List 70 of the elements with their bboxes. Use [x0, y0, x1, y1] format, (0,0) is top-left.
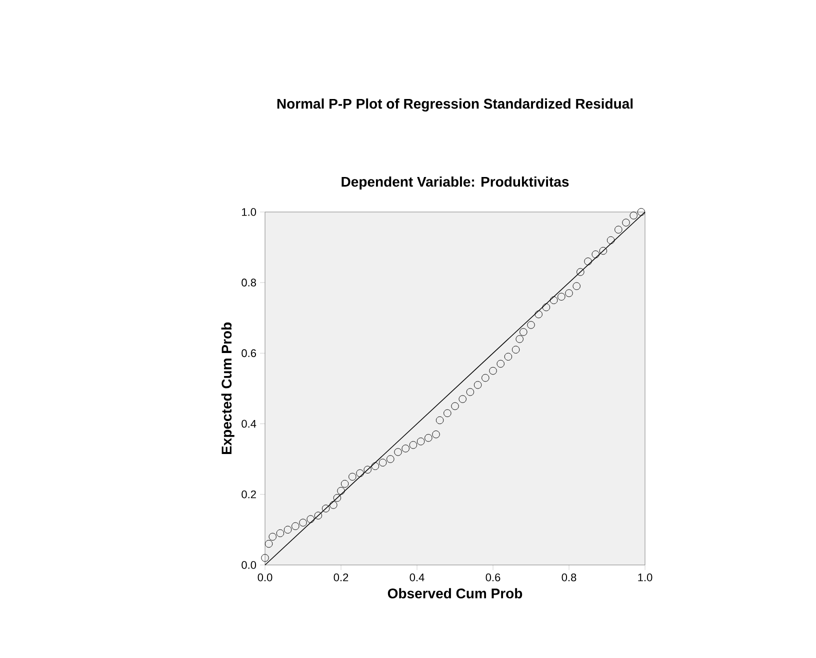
point: [276, 529, 284, 538]
point: [378, 458, 387, 466]
y-tick-label: 1.0: [242, 208, 256, 216]
point: [322, 504, 330, 512]
point: [261, 554, 269, 562]
point: [466, 388, 474, 396]
point: [284, 526, 292, 534]
point: [496, 360, 504, 368]
point: [527, 321, 535, 329]
point: [371, 462, 380, 470]
point: [451, 402, 459, 410]
point: [565, 289, 573, 298]
point: [572, 282, 580, 290]
x-tick-label: 0.8: [562, 574, 576, 582]
point: [264, 540, 273, 548]
point: [314, 512, 322, 520]
point: [394, 448, 402, 456]
point: [436, 416, 444, 424]
point: [330, 501, 338, 509]
point: [504, 352, 512, 361]
point: [512, 346, 520, 354]
x-tick-label: 0.6: [486, 574, 500, 582]
point: [622, 218, 630, 226]
point: [444, 409, 452, 418]
point: [516, 335, 524, 343]
point: [386, 455, 394, 463]
point: [402, 444, 410, 452]
point: [520, 328, 528, 336]
point: [474, 381, 482, 389]
point: [599, 246, 608, 255]
point: [268, 532, 276, 541]
y-tick-label: 0.0: [242, 561, 256, 569]
point: [542, 303, 550, 312]
y-tick-label: 0.2: [242, 490, 256, 498]
x-tick-label: 1.0: [638, 574, 652, 582]
point: [348, 472, 356, 481]
point: [592, 250, 600, 258]
point: [432, 430, 440, 438]
point: [292, 522, 300, 530]
y-tick-label: 0.4: [242, 420, 256, 428]
point: [333, 494, 342, 502]
point: [614, 226, 622, 234]
point: [558, 292, 566, 301]
point: [416, 438, 425, 446]
point: [482, 374, 490, 382]
point: [458, 395, 466, 403]
point: [356, 469, 364, 478]
point: [550, 296, 558, 304]
point: [306, 515, 314, 523]
point: [534, 310, 542, 318]
y-tick-label: 0.8: [242, 278, 256, 286]
chart-title: Normal P-P Plot of Regression Standardized Residual: [277, 98, 633, 112]
point: [630, 212, 638, 220]
chart-subtitle: Dependent Variable: Produktivitas: [342, 176, 569, 190]
x-tick-label: 0.2: [334, 574, 348, 582]
point: [337, 487, 345, 495]
y-tick-label: 0.6: [242, 349, 256, 358]
point: [584, 258, 592, 266]
point: [576, 268, 584, 276]
x-tick-label: 0.4: [410, 574, 424, 582]
point: [409, 441, 418, 449]
x-tick-label: 0.0: [258, 574, 272, 582]
point: [340, 480, 349, 488]
point: [489, 366, 497, 375]
point: [424, 434, 432, 442]
point: [606, 236, 615, 244]
point: [364, 466, 372, 474]
y-axis-title: Expected Cum Prob: [221, 322, 234, 454]
point: [299, 518, 307, 526]
x-axis-title: Observed Cum Prob: [388, 588, 522, 598]
